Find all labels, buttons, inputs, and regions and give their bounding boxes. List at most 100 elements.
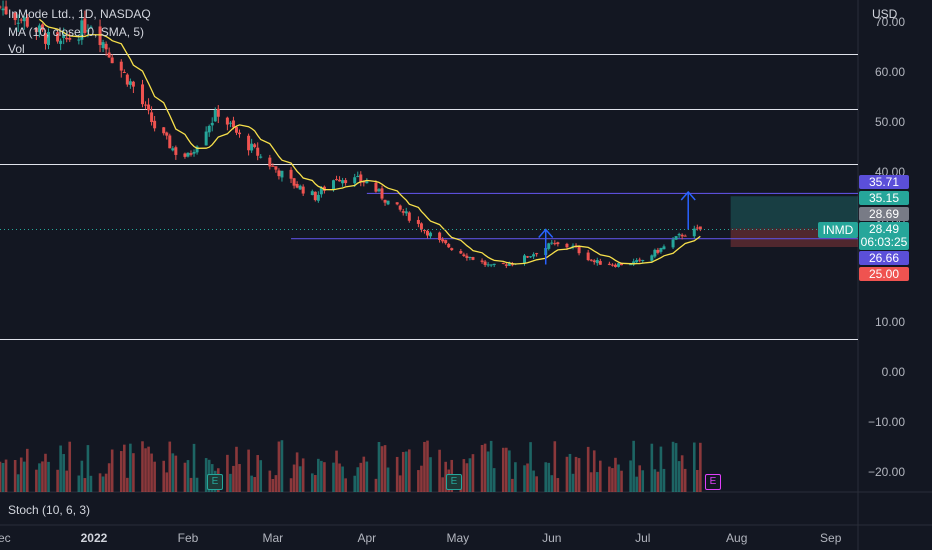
volume-bar (556, 478, 560, 492)
candle-body (183, 153, 187, 157)
volume-bar (523, 465, 526, 492)
volume-bar (568, 453, 572, 492)
candle-body (319, 187, 323, 195)
volume-bar (35, 469, 38, 492)
up-arrow-head (538, 228, 554, 238)
candle-body (486, 264, 490, 266)
volume-bar (362, 456, 366, 492)
candle-body (632, 261, 636, 265)
volume-bar (526, 463, 529, 492)
candle-body (216, 108, 220, 117)
candle-body (259, 156, 263, 158)
candle-body (692, 228, 696, 237)
volume-label[interactable]: Vol (8, 42, 25, 56)
volume-bar (44, 453, 47, 492)
volume-bar (150, 453, 153, 492)
candle-body (295, 183, 299, 188)
candle-body (450, 248, 454, 251)
volume-bar (238, 464, 241, 492)
ma-indicator-label[interactable]: MA (10, close, 0, SMA, 5) (8, 25, 145, 39)
volume-bar (147, 446, 150, 492)
candle-body (77, 39, 81, 41)
earnings-marker[interactable]: E (446, 474, 462, 490)
candle-body (271, 165, 275, 167)
candle-body (383, 199, 387, 203)
candle-body (468, 256, 472, 258)
volume-bar (104, 473, 108, 492)
candle-body (589, 259, 593, 261)
price-badge-26-66: 26.66 (859, 251, 909, 265)
volume-bar (295, 452, 299, 492)
volume-bar (532, 470, 535, 492)
candle-body (80, 20, 84, 40)
candle-body (607, 263, 611, 265)
candle-body (338, 179, 342, 182)
volume-bar (195, 477, 199, 492)
candle-body (550, 242, 554, 244)
candle-body (250, 143, 254, 151)
candle-body (322, 186, 326, 191)
x-tick-label: Sep (820, 531, 842, 545)
volume-bar (595, 472, 599, 492)
candle-body (0, 6, 2, 8)
target-price-badge: 35.15 (859, 191, 909, 205)
candle-body (122, 71, 126, 73)
earnings-marker[interactable]: E (207, 474, 223, 490)
moving-average-line (39, 18, 701, 265)
volume-bar (586, 446, 590, 492)
volume-bar (165, 472, 169, 492)
candle-body (595, 259, 599, 264)
candle-body (656, 249, 660, 253)
volume-bar (489, 440, 493, 492)
volume-bar (505, 447, 508, 492)
candle-body (316, 194, 320, 201)
volume-bar (110, 449, 114, 492)
candle-body (380, 188, 384, 199)
x-tick-label: Jun (542, 531, 561, 545)
volume-bar (107, 463, 111, 492)
symbol-title: InMode Ltd., 1D, NASDAQ (8, 7, 151, 21)
volume-bar (638, 465, 642, 492)
volume-bar (511, 478, 514, 492)
x-tick-label: Mar (263, 531, 284, 545)
candle-body (459, 251, 463, 254)
volume-bar (571, 473, 575, 492)
volume-bar (417, 470, 420, 492)
volume-bar (677, 461, 681, 492)
candle-body (40, 24, 44, 31)
volume-bar (89, 475, 93, 492)
volume-bar (250, 475, 253, 492)
volume-bar (547, 462, 551, 492)
currency-label: USD (872, 7, 898, 21)
volume-bar (486, 451, 490, 492)
volume-bar (359, 462, 363, 492)
volume-bar (365, 461, 369, 492)
volume-bar (25, 448, 29, 492)
volume-bar (514, 462, 517, 492)
volume-bar (320, 460, 323, 492)
volume-bar (268, 470, 272, 492)
volume-bar (59, 445, 62, 492)
candle-body (210, 122, 214, 126)
volume-bar (132, 453, 135, 492)
volume-bar (614, 457, 617, 492)
volume-bar (280, 440, 284, 492)
x-tick-label: Jul (635, 531, 650, 545)
upcoming-earnings-marker[interactable]: E (705, 474, 721, 490)
volume-bar (162, 460, 166, 492)
volume-bar (635, 476, 638, 492)
volume-bar (13, 459, 17, 492)
candle-body (429, 232, 433, 237)
candle-body (377, 189, 381, 192)
volume-bar (535, 476, 538, 492)
volume-bar (696, 469, 699, 492)
volume-bar (171, 453, 175, 492)
volume-bar (232, 465, 235, 492)
volume-bar (653, 469, 657, 492)
volume-bar (332, 462, 335, 492)
volume-bar (253, 477, 256, 492)
candle-body (386, 200, 390, 205)
stoch-label[interactable]: Stoch (10, 6, 3) (8, 503, 91, 517)
